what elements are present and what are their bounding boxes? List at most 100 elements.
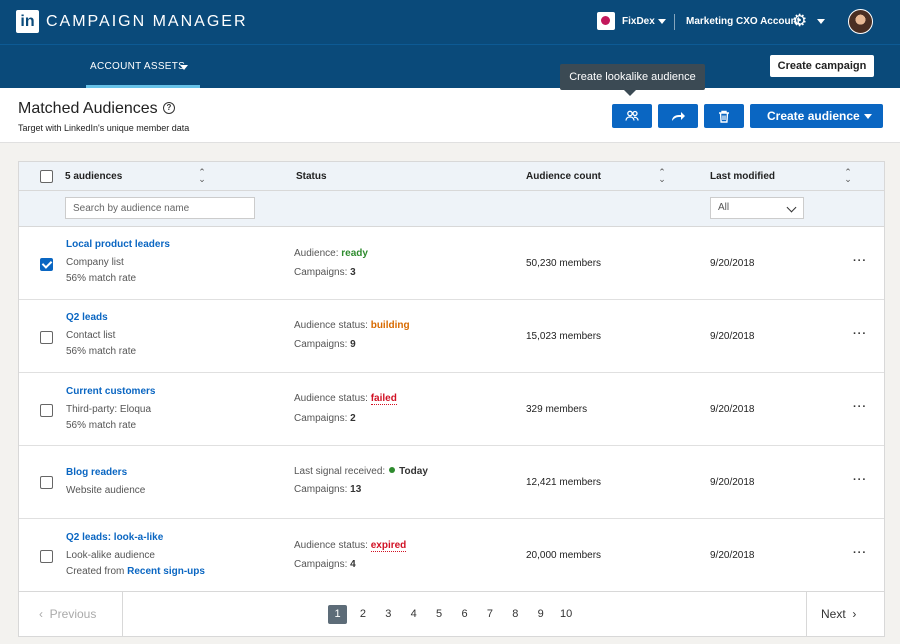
table-header: 5 audiences ⌃ ⌄ Status Audience count ⌃ ⌄ … [19, 162, 884, 191]
search-input[interactable] [65, 197, 255, 219]
last-modified: 9/20/2018 [710, 258, 755, 269]
create-audience-button[interactable]: Create audience [750, 104, 883, 128]
chevron-down-icon [786, 202, 797, 213]
row-checkbox[interactable] [40, 331, 53, 344]
audience-name-link[interactable]: Local product leaders [66, 239, 170, 250]
active-tab-indicator [86, 85, 200, 88]
column-status: Status [296, 171, 327, 182]
source-audience: Created from Recent sign-ups [66, 566, 205, 577]
audience-count: 50,230 members [526, 258, 602, 269]
more-actions-icon[interactable]: ··· [853, 401, 867, 413]
audience-name-link[interactable]: Blog readers [66, 467, 128, 478]
column-audience-count: Audience count [526, 171, 602, 182]
row-checkbox[interactable] [40, 550, 53, 563]
row-checkbox[interactable] [40, 258, 53, 271]
status-badge: expired [370, 540, 407, 552]
chevron-down-icon[interactable] [864, 114, 872, 119]
ad-account-switcher[interactable]: Marketing CXO Account [686, 16, 801, 27]
match-rate: 56% match rate [66, 420, 137, 431]
more-actions-icon[interactable]: ··· [853, 474, 867, 486]
filter-value: All [718, 202, 730, 213]
modified-filter-select[interactable]: All [710, 197, 804, 219]
audience-count: 15,023 members [526, 331, 602, 342]
last-modified: 9/20/2018 [710, 477, 755, 488]
table-row[interactable]: Q2 leads Contact list 56% match rate Aud… [19, 300, 884, 373]
page-number-6[interactable]: 6 [461, 608, 468, 620]
page-title: Matched Audiences [18, 100, 158, 117]
next-button[interactable]: Next › [806, 592, 884, 637]
audience-count: 329 members [526, 404, 588, 415]
table-row[interactable]: Local product leaders Company list 56% m… [19, 227, 884, 300]
more-actions-icon[interactable]: ··· [853, 547, 867, 559]
audience-name-link[interactable]: Q2 leads [66, 312, 108, 323]
chevron-down-icon[interactable] [817, 19, 825, 24]
page-number-9[interactable]: 9 [537, 608, 544, 620]
more-actions-icon[interactable]: ··· [853, 255, 867, 267]
sort-icon[interactable]: ⌃ ⌄ [198, 167, 206, 184]
status-line: Audience status: expired [294, 540, 407, 552]
top-bar: in CAMPAIGN MANAGER FixDex Marketing CXO… [0, 0, 900, 44]
help-icon[interactable]: ? [163, 102, 175, 114]
more-actions-icon[interactable]: ··· [853, 328, 867, 340]
audiences-table: 5 audiences ⌃ ⌄ Status Audience count ⌃ ⌄ … [18, 161, 885, 637]
brand-title: CAMPAIGN MANAGER [46, 13, 248, 30]
page-number-2[interactable]: 2 [359, 608, 366, 620]
row-checkbox[interactable] [40, 404, 53, 417]
previous-button[interactable]: ‹ Previous [19, 592, 123, 637]
page-number-7[interactable]: 7 [486, 608, 493, 620]
sort-icon[interactable]: ⌃ ⌄ [658, 167, 666, 184]
status-badge: building [370, 320, 410, 331]
page-number-3[interactable]: 3 [385, 608, 392, 620]
sort-icon[interactable]: ⌃ ⌄ [844, 167, 852, 184]
create-campaign-button[interactable]: Create campaign [770, 55, 874, 77]
last-modified: 9/20/2018 [710, 404, 755, 415]
status-line: Audience status: building [294, 320, 410, 331]
linkedin-logo-icon[interactable]: in [16, 10, 39, 33]
audience-type: Look-alike audience [66, 550, 155, 561]
sub-nav: ACCOUNT ASSETS Create campaign [0, 44, 900, 88]
audience-name-link[interactable]: Q2 leads: look-a-like [66, 532, 164, 543]
table-row[interactable]: Blog readers Website audience Last signa… [19, 446, 884, 519]
last-modified: 9/20/2018 [710, 550, 755, 561]
account-logo-icon [597, 12, 615, 30]
status-badge: failed [370, 393, 397, 405]
campaigns-count: Campaigns: 9 [294, 339, 356, 350]
source-audience-link[interactable]: Recent sign-ups [127, 566, 205, 577]
audience-type: Third-party: Eloqua [66, 404, 152, 415]
status-line: Audience status: failed [294, 393, 397, 405]
page-number-4[interactable]: 4 [410, 608, 417, 620]
tab-account-assets[interactable]: ACCOUNT ASSETS [90, 61, 186, 72]
status-badge: Today [399, 466, 428, 477]
select-all-checkbox[interactable] [40, 170, 53, 183]
match-rate: 56% match rate [66, 273, 137, 284]
page-number-10[interactable]: 10 [559, 608, 573, 620]
chevron-down-icon[interactable] [658, 19, 666, 24]
campaigns-count: Campaigns: 2 [294, 413, 356, 424]
create-lookalike-button[interactable] [612, 104, 652, 128]
campaigns-count: Campaigns: 3 [294, 267, 356, 278]
share-arrow-icon [672, 112, 685, 121]
avatar[interactable] [848, 9, 873, 34]
chevron-down-icon[interactable] [180, 65, 188, 70]
page-number-8[interactable]: 8 [512, 608, 519, 620]
divider [674, 14, 675, 30]
trash-icon [719, 110, 729, 123]
table-row[interactable]: Current customers Third-party: Eloqua 56… [19, 373, 884, 446]
account-switcher[interactable]: FixDex [622, 16, 655, 27]
page-number-5[interactable]: 5 [436, 608, 443, 620]
campaigns-count: Campaigns: 4 [294, 559, 356, 570]
audience-name-link[interactable]: Current customers [66, 386, 156, 397]
delete-button[interactable] [704, 104, 744, 128]
row-checkbox[interactable] [40, 476, 53, 489]
page-number-1[interactable]: 1 [328, 605, 347, 624]
gear-icon[interactable]: ⚙ [792, 11, 808, 30]
status-line: Audience: ready [294, 248, 368, 259]
audience-type: Contact list [66, 330, 116, 341]
audience-type: Company list [66, 257, 124, 268]
table-row[interactable]: Q2 leads: look-a-like Look-alike audienc… [19, 519, 884, 591]
users-icon [625, 110, 639, 121]
chevron-left-icon: ‹ [39, 607, 43, 621]
last-modified: 9/20/2018 [710, 331, 755, 342]
campaigns-count: Campaigns: 13 [294, 484, 362, 495]
share-button[interactable] [658, 104, 698, 128]
